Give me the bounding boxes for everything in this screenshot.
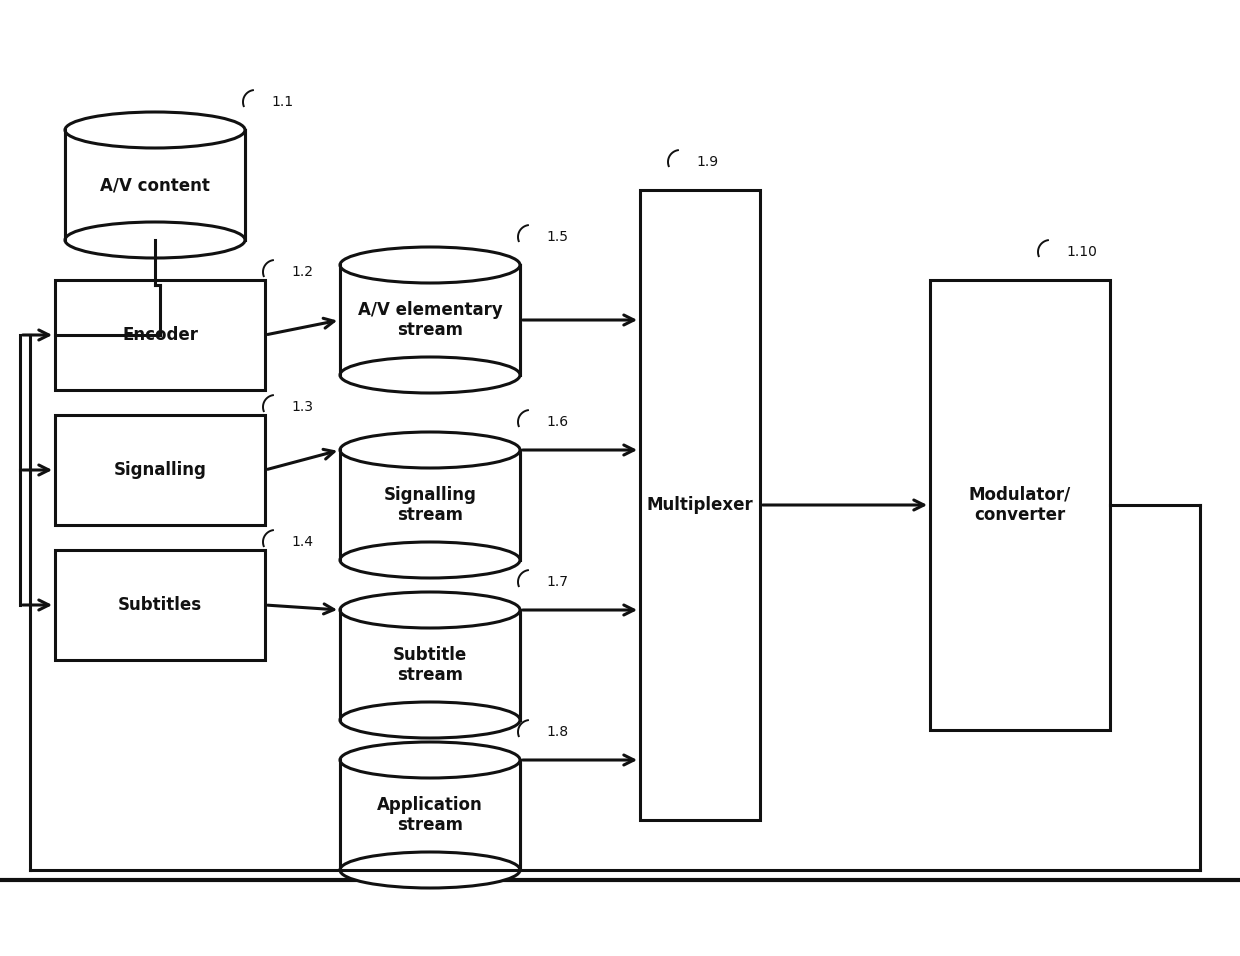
Ellipse shape [64,112,246,148]
Text: 1.10: 1.10 [1066,245,1097,259]
Text: Signalling
stream: Signalling stream [383,486,476,525]
Text: 1.1: 1.1 [272,95,293,109]
Text: A/V content: A/V content [100,176,210,194]
Bar [930,280,1110,730]
Text: 1.3: 1.3 [291,400,312,414]
Ellipse shape [64,222,246,258]
Ellipse shape [340,542,520,578]
Ellipse shape [340,852,520,888]
Text: Subtitle
stream: Subtitle stream [393,645,467,684]
Ellipse shape [340,357,520,393]
Ellipse shape [340,742,520,778]
Text: 1.2: 1.2 [291,265,312,279]
Ellipse shape [340,247,520,283]
Text: 1.5: 1.5 [546,230,568,244]
Polygon shape [64,130,246,240]
Text: Multiplexer: Multiplexer [646,496,754,514]
Text: Signalling: Signalling [114,461,206,479]
Ellipse shape [340,592,520,628]
Polygon shape [340,450,520,560]
Bar [55,280,265,390]
Text: Subtitles: Subtitles [118,596,202,614]
Text: 1.4: 1.4 [291,535,312,549]
Bar [640,190,760,820]
Text: A/V elementary
stream: A/V elementary stream [357,300,502,339]
Ellipse shape [340,702,520,738]
Text: 1.6: 1.6 [546,415,568,429]
Text: Modulator/
converter: Modulator/ converter [968,486,1071,525]
Text: 1.9: 1.9 [696,155,718,169]
Polygon shape [340,760,520,870]
Text: 1.8: 1.8 [546,725,568,739]
Text: 1.7: 1.7 [546,575,568,589]
Polygon shape [340,265,520,375]
Text: Application
stream: Application stream [377,795,482,835]
Polygon shape [340,610,520,720]
Bar [55,550,265,660]
Ellipse shape [340,432,520,468]
Text: Encoder: Encoder [122,326,198,344]
Bar [55,415,265,525]
